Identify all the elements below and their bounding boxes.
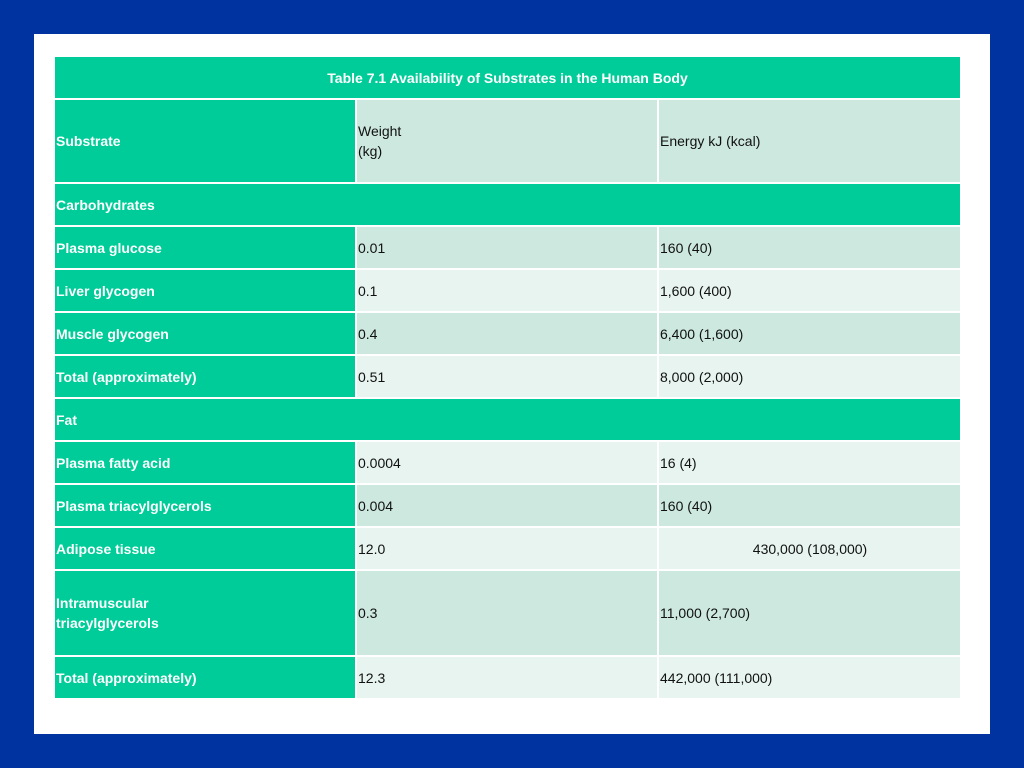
header-weight-line2: (kg) — [358, 143, 383, 159]
slide: Table 7.1 Availability of Substrates in … — [34, 34, 990, 734]
header-weight: Weight (kg) — [355, 98, 659, 184]
weight-cell: 12.0 — [355, 526, 659, 571]
substrate-cell: Plasma fatty acid — [53, 440, 357, 485]
weight-cell: 0.4 — [355, 311, 659, 356]
energy-cell: 1,600 (400) — [656, 268, 963, 313]
substrate-cell: Total (approximately) — [53, 655, 357, 700]
table-row: Muscle glycogen 0.4 6,400 (1,600) — [53, 311, 963, 356]
section-carbohydrates: Carbohydrates — [52, 182, 963, 227]
energy-cell: 6,400 (1,600) — [656, 311, 963, 356]
energy-cell: 11,000 (2,700) — [656, 569, 963, 657]
table-row: Liver glycogen 0.1 1,600 (400) — [53, 268, 963, 313]
weight-cell: 0.51 — [355, 354, 659, 399]
table-row: Intramuscular triacylglycerols 0.3 11,00… — [53, 569, 963, 657]
energy-cell: 442,000 (111,000) — [656, 655, 963, 700]
substrate-line1: Intramuscular — [56, 595, 149, 611]
weight-cell: 0.01 — [355, 225, 659, 270]
substrate-cell: Liver glycogen — [53, 268, 357, 313]
table-row: Plasma glucose 0.01 160 (40) — [53, 225, 963, 270]
energy-cell: 16 (4) — [656, 440, 963, 485]
header-substrate: Substrate — [53, 98, 357, 184]
header-weight-line1: Weight — [358, 123, 402, 139]
weight-cell: 12.3 — [355, 655, 659, 700]
energy-cell: 430,000 (108,000) — [656, 526, 963, 571]
substrate-cell: Adipose tissue — [53, 526, 357, 571]
table-row: Total (approximately) 12.3 442,000 (111,… — [53, 655, 963, 700]
weight-cell: 0.1 — [355, 268, 659, 313]
energy-cell: 160 (40) — [656, 483, 963, 528]
section-fat: Fat — [52, 397, 963, 442]
table-row: Plasma fatty acid 0.0004 16 (4) — [53, 440, 963, 485]
substrate-line2: triacylglycerols — [56, 615, 159, 631]
table-row: Plasma triacylglycerols 0.004 160 (40) — [53, 483, 963, 528]
weight-cell: 0.004 — [355, 483, 659, 528]
table-row: Adipose tissue 12.0 430,000 (108,000) — [53, 526, 963, 571]
table-caption: Table 7.1 Availability of Substrates in … — [52, 55, 963, 100]
substrate-cell: Total (approximately) — [53, 354, 357, 399]
table-row: Total (approximately) 0.51 8,000 (2,000) — [53, 354, 963, 399]
energy-cell: 8,000 (2,000) — [656, 354, 963, 399]
energy-cell: 160 (40) — [656, 225, 963, 270]
substrate-cell: Muscle glycogen — [53, 311, 357, 356]
substrate-cell: Intramuscular triacylglycerols — [53, 569, 357, 657]
weight-cell: 0.3 — [355, 569, 659, 657]
substrate-table: Table 7.1 Availability of Substrates in … — [52, 55, 963, 700]
substrate-cell: Plasma glucose — [53, 225, 357, 270]
substrate-cell: Plasma triacylglycerols — [53, 483, 357, 528]
weight-cell: 0.0004 — [355, 440, 659, 485]
header-energy: Energy kJ (kcal) — [656, 98, 963, 184]
